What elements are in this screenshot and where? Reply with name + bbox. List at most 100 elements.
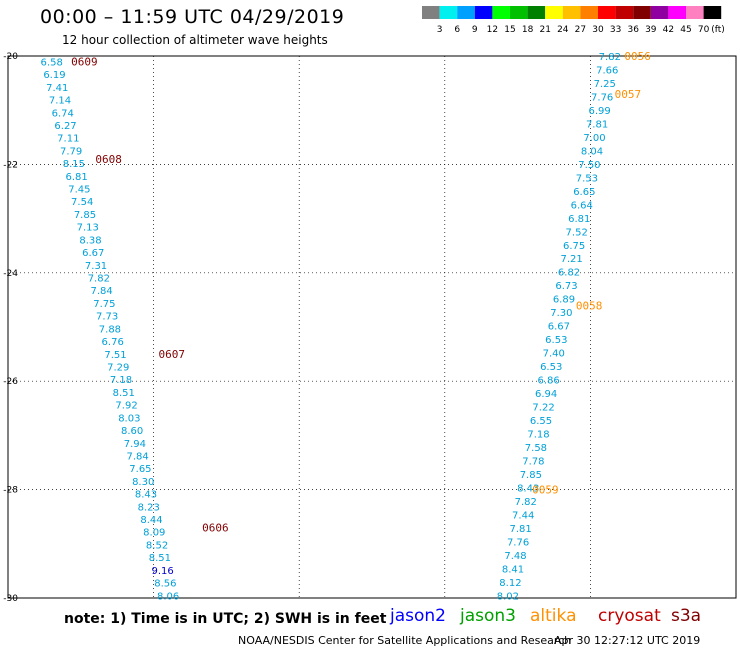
pass-time-east: 0057 [615,88,642,101]
wave-height-west: 7.45 [68,185,90,196]
legend-label: 30 [592,25,604,35]
wave-height-west: 7.84 [90,286,112,297]
legend-swatch [457,6,475,19]
legend-swatch [598,6,616,19]
timestamp: Apr 30 12:27:12 UTC 2019 [554,634,701,647]
legend-label: 18 [522,25,534,35]
wave-height-east: 8.12 [499,578,521,589]
legend-label: 9 [472,25,478,35]
sat-label-jason3: jason3 [460,606,516,626]
legend-label: 39 [645,25,657,35]
wave-height-west: 7.54 [71,197,93,208]
legend-label: 45 [680,25,691,35]
legend-swatch [474,6,493,19]
wave-height-east: 8.41 [502,564,524,575]
wave-height-west: 7.41 [46,83,68,94]
legend-swatch [562,6,581,19]
legend-label: 42 [663,25,674,35]
wave-height-east: 7.40 [543,349,565,360]
wave-height-west: 8.15 [63,159,85,170]
wave-height-east: 6.99 [588,106,610,117]
legend-label: 24 [557,25,569,35]
legend-label: 33 [610,25,621,35]
wave-height-east: 7.44 [512,510,534,521]
wave-height-east: 7.81 [586,119,608,130]
legend-swatch [703,6,722,19]
wave-height-west: 8.60 [121,426,143,437]
wave-height-west: 6.76 [102,337,124,348]
wave-height-east: 7.52 [566,227,588,238]
wave-height-west: 8.51 [149,553,171,564]
legend-swatch [615,6,634,19]
wave-height-west: 7.14 [49,96,71,107]
lat-tick-label: -24 [3,269,18,279]
wave-height-west: 7.18 [110,375,132,386]
wave-height-west: 7.75 [93,299,115,310]
wave-height-east: 6.86 [538,376,560,387]
wave-height-west: 7.65 [129,464,151,475]
wave-height-map: -120-117-114-111-108-10-20-22-24-26-28-3… [3,50,737,604]
wave-height-west: 8.30 [132,477,154,488]
legend-label: 70 [698,25,710,35]
wave-height-east: 7.66 [596,65,618,76]
wave-height-west: 6.74 [52,108,74,119]
pass-time-west: 0608 [95,153,122,166]
wave-height-east: 7.50 [578,160,600,171]
wave-height-east: 7.00 [583,133,605,144]
wave-height-west: 8.52 [146,540,168,551]
wave-height-east: 8.43 [517,483,539,494]
wave-height-east: 6.65 [573,187,595,198]
legend-unit: (ft) [711,25,725,35]
lat-tick-label: -20 [3,52,18,62]
color-legend: 3 6 9 12 15 18 21 24 27 30 33 36 39 42 45 70 (ft) [422,6,725,35]
sat-label-s3a: s3a [671,606,702,626]
wave-height-west: 7.29 [107,362,129,373]
wave-height-east: 7.78 [522,456,544,467]
wave-height-east: 6.67 [548,322,570,333]
legend-label: 12 [487,25,498,35]
wave-height-west: 6.67 [82,248,104,259]
wave-height-east: 7.82 [515,497,537,508]
wave-height-west: 6.81 [66,172,88,183]
wave-height-west: 8.09 [143,528,165,539]
wave-height-west: 8.51 [113,388,135,399]
wave-height-west: 7.88 [99,324,121,335]
wave-height-west: 8.44 [140,515,162,526]
legend-label: 27 [575,25,586,35]
wave-height-east: 7.21 [560,254,582,265]
wave-height-west: 7.11 [57,134,79,145]
wave-height-east: 6.82 [558,268,580,279]
wave-height-east: 6.75 [563,241,585,252]
legend-swatch [439,6,458,19]
legend-label: 6 [454,25,460,35]
wave-height-east: 7.85 [520,470,542,481]
lat-tick-label: -26 [3,377,18,387]
credit-line: NOAA/NESDIS Center for Satellite Applica… [238,634,572,647]
wave-height-west: 7.73 [96,312,118,323]
legend-swatch [580,6,598,19]
lat-tick-label: -28 [3,486,18,496]
wave-height-west: 8.38 [79,235,101,246]
wave-height-east: 6.53 [545,335,567,346]
chart-subtitle: 12 hour collection of altimeter wave hei… [62,33,328,47]
wave-height-east: 6.64 [571,200,593,211]
wave-height-west: 7.79 [60,146,82,157]
wave-height-west: 8.03 [118,413,140,424]
wave-height-east: 7.53 [576,173,598,184]
wave-height-east: 7.30 [550,308,572,319]
wave-height-east: 8.04 [581,146,603,157]
wave-height-west: 6.27 [54,121,76,132]
legend-swatch [686,6,704,19]
map-frame [7,55,737,599]
wave-height-west: 7.31 [85,261,107,272]
footnote: note: 1) Time is in UTC; 2) SWH is in fe… [64,611,387,627]
pass-time-west: 0609 [71,55,98,68]
wave-height-west: 7.94 [124,439,146,450]
legend-label: 21 [539,25,550,35]
wave-height-east: 7.76 [591,92,613,103]
pass-time-west: 0606 [202,522,229,535]
wave-height-west: 7.92 [115,401,137,412]
wave-height-east: 7.81 [510,524,532,535]
wave-height-west: 7.85 [74,210,96,221]
wave-height-west: 7.13 [77,223,99,234]
